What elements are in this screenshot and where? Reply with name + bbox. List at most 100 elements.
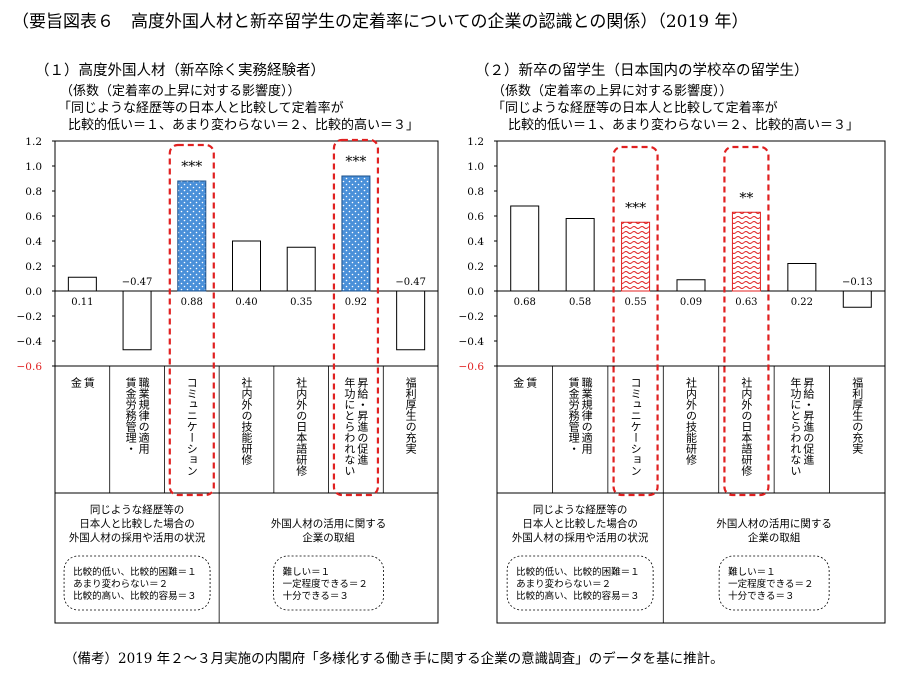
group-left-description: 外国人材の採用や活用の状況 bbox=[512, 531, 649, 544]
significance-stars: *** bbox=[625, 200, 646, 216]
y-tick-label: −0.6 bbox=[459, 361, 485, 373]
y-tick-label: −0.2 bbox=[17, 311, 43, 323]
group-right-description: 外国人材の活用に関する bbox=[271, 517, 387, 530]
y-tick-label: 0.2 bbox=[467, 261, 484, 273]
chart-question-line-2: 比較的低い＝１、あまり変わらない＝２、比較的高い＝３」 bbox=[68, 117, 419, 133]
chart-question-line-1: 「同じような経歴等の日本人と比較して定着率が bbox=[492, 100, 778, 116]
category-label: 賃 bbox=[525, 376, 538, 389]
bar-1 bbox=[67, 276, 97, 292]
significance-stars: *** bbox=[345, 154, 366, 170]
category-label: 賃金労務管理・ bbox=[124, 376, 137, 454]
chart-panel-1: （１）高度外国人材（新卒除く実務経験者） （係数（定着率の上昇に対する影響度））「… bbox=[17, 62, 439, 624]
highlight-box bbox=[332, 138, 380, 497]
y-tick-label: −0.6 bbox=[17, 361, 43, 373]
bar-4 bbox=[676, 279, 706, 292]
scale-right-line: 十分できる＝３ bbox=[728, 590, 794, 602]
note: （備考）2019 年２～３月実施の内閣府「多様化する働き手に関する企業の意識調査… bbox=[64, 650, 724, 667]
y-tick-label: 0.6 bbox=[467, 211, 484, 223]
group-left-description: 外国人材の採用や活用の状況 bbox=[69, 531, 206, 544]
significance-stars: ** bbox=[739, 190, 753, 206]
y-tick-label: 0.4 bbox=[467, 236, 484, 248]
bar-5 bbox=[731, 211, 761, 292]
y-tick-label: 0.8 bbox=[25, 186, 42, 198]
category-label: 金 bbox=[512, 376, 525, 388]
highlight-box bbox=[612, 145, 659, 497]
group-left-description: 同じような経歴等の bbox=[533, 503, 628, 516]
category-label: 社内外の技能研修 bbox=[240, 376, 253, 466]
y-tick-label: −0.4 bbox=[459, 336, 485, 348]
group-right-description: 外国人材の活用に関する bbox=[716, 517, 832, 530]
significance-stars: *** bbox=[181, 159, 202, 175]
bar-1 bbox=[510, 205, 540, 292]
chart-sublabel: （係数（定着率の上昇に対する影響度）） bbox=[492, 83, 733, 99]
group-left-description: 日本人と比較した場合の bbox=[522, 517, 638, 530]
group-right-description: 企業の取組 bbox=[302, 531, 355, 544]
scale-box-left bbox=[506, 555, 654, 611]
chart-frame bbox=[496, 140, 886, 624]
y-tick-label: 1.2 bbox=[25, 136, 42, 148]
y-tick-label: −0.2 bbox=[459, 311, 485, 323]
scale-left-line: 比較的高い、比較的容易＝３ bbox=[516, 590, 640, 602]
value-label: −0.47 bbox=[395, 277, 426, 288]
bar-4 bbox=[232, 240, 261, 292]
category-label: 福利厚生の充実 bbox=[851, 376, 864, 455]
value-label: 0.09 bbox=[680, 297, 702, 308]
scale-right-line: 一定程度できる＝２ bbox=[728, 578, 813, 590]
y-tick-label: −0.4 bbox=[17, 336, 43, 348]
value-label: −0.13 bbox=[842, 277, 873, 288]
y-tick-label: 1.2 bbox=[467, 136, 484, 148]
group-right-description: 企業の取組 bbox=[748, 531, 801, 544]
scale-right-line: 一定程度できる＝２ bbox=[283, 578, 368, 590]
bar-3 bbox=[621, 221, 651, 292]
scale-left-line: 比較的低い、比較的困難＝１ bbox=[516, 566, 640, 578]
y-tick-label: 1.0 bbox=[467, 161, 484, 173]
value-label: 0.68 bbox=[514, 297, 536, 308]
highlight-box bbox=[723, 145, 770, 497]
value-label: 0.11 bbox=[71, 297, 93, 308]
scale-left-line: あまり変わらない＝２ bbox=[516, 578, 611, 590]
value-label: 0.40 bbox=[235, 297, 257, 308]
category-label: 福利厚生の充実 bbox=[404, 376, 417, 455]
value-label: 0.22 bbox=[791, 297, 813, 308]
value-label: −0.47 bbox=[122, 277, 153, 288]
chart-frame bbox=[54, 140, 439, 624]
y-tick-label: 0.0 bbox=[467, 286, 484, 298]
value-label: 0.63 bbox=[735, 297, 757, 308]
category-label: 金 bbox=[69, 376, 82, 388]
page-title: （要旨図表６ 高度外国人材と新卒留学生の定着率についての企業の認識との関係）（2… bbox=[12, 12, 749, 32]
bar-2 bbox=[565, 218, 595, 292]
category-label: 賃金労務管理・ bbox=[567, 376, 580, 454]
highlight-box bbox=[168, 143, 215, 497]
bar-7 bbox=[842, 290, 872, 308]
value-label: 0.88 bbox=[181, 297, 203, 308]
group-left-description: 日本人と比較した場合の bbox=[79, 517, 195, 530]
y-tick-label: 0.4 bbox=[25, 236, 42, 248]
chart-heading: （２）新卒の留学生（日本国内の学校卒の留学生） bbox=[475, 62, 809, 79]
category-label: 年功にとらわれない bbox=[343, 376, 356, 476]
scale-box-left bbox=[63, 555, 211, 611]
chart-heading: （１）高度外国人材（新卒除く実務経験者） bbox=[35, 62, 325, 79]
category-label: コミュニケーション bbox=[629, 377, 642, 476]
category-label: 社内外の日本語研修 bbox=[740, 376, 753, 477]
scale-box-right bbox=[718, 555, 830, 611]
category-label: 昇給・昇進の促進 bbox=[356, 377, 369, 465]
category-label: 昇給・昇進の促進 bbox=[802, 377, 815, 465]
y-tick-label: 0.0 bbox=[25, 286, 42, 298]
category-label: 職業規律の適用 bbox=[137, 377, 150, 455]
bar-5 bbox=[286, 246, 316, 292]
category-label: 社内外の日本語研修 bbox=[295, 376, 308, 477]
y-tick-label: 0.2 bbox=[25, 261, 42, 273]
chart-question-line-1: 「同じような経歴等の日本人と比較して定着率が bbox=[58, 100, 344, 116]
bar-7 bbox=[396, 290, 426, 351]
scale-right-line: 難しい＝１ bbox=[283, 566, 331, 578]
chart-panel-2: （２）新卒の留学生（日本国内の学校卒の留学生） （係数（定着率の上昇に対する影響度… bbox=[459, 62, 886, 624]
scale-box-right bbox=[273, 555, 384, 611]
bar-6 bbox=[787, 263, 817, 292]
value-label: 0.35 bbox=[290, 297, 312, 308]
y-tick-label: 0.8 bbox=[467, 186, 484, 198]
value-label: 0.58 bbox=[569, 297, 591, 308]
scale-right-line: 十分できる＝３ bbox=[283, 590, 349, 602]
scale-left-line: 比較的高い、比較的容易＝３ bbox=[73, 590, 197, 602]
bar-3 bbox=[177, 180, 207, 292]
